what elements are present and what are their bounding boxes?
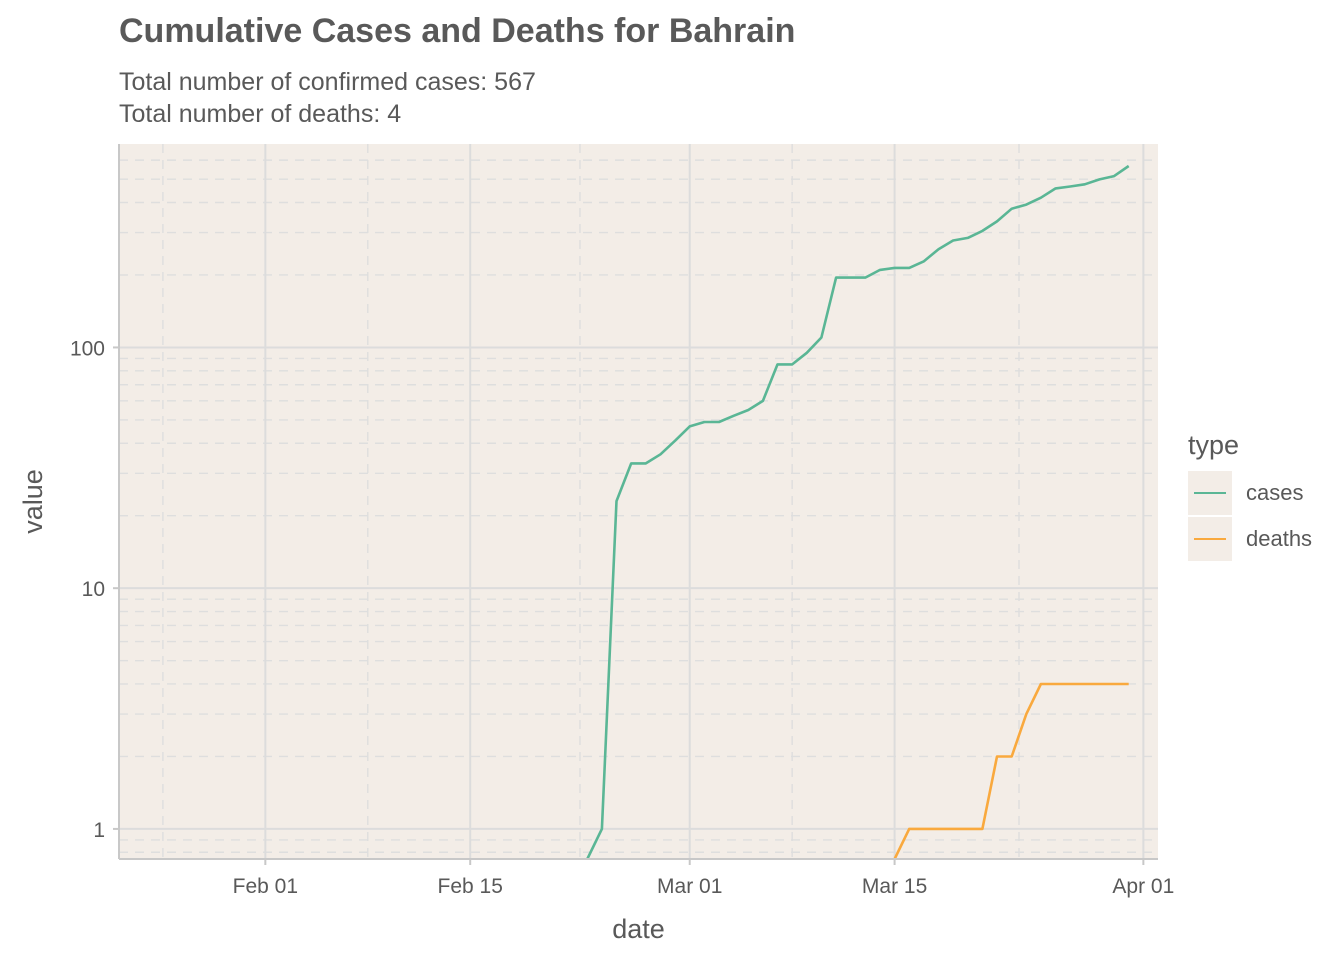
legend-key-cases: [1188, 471, 1232, 515]
y-tick-label: 1: [93, 819, 105, 842]
chart-title: Cumulative Cases and Deaths for Bahrain: [119, 12, 796, 50]
y-tick-label: 100: [70, 337, 105, 360]
x-tick-label: Mar 15: [862, 875, 927, 898]
legend-item-deaths: deaths: [1188, 516, 1312, 562]
series-layer: [586, 164, 1130, 860]
x-axis-title: date: [612, 914, 665, 944]
series-line-cases: [586, 164, 1130, 860]
axes: [113, 144, 1158, 865]
legend-line-cases: [1194, 492, 1226, 494]
x-tick-label: Apr 01: [1112, 875, 1174, 898]
legend-line-deaths: [1194, 538, 1226, 540]
chart-subtitle-deaths: Total number of deaths: 4: [119, 100, 402, 128]
minor-grid: [119, 144, 1158, 859]
legend: type cases deaths: [1188, 430, 1312, 562]
series-line-deaths: [893, 682, 1129, 860]
chart-subtitle-cases: Total number of confirmed cases: 567: [119, 68, 536, 96]
major-grid: [119, 144, 1158, 859]
legend-label-cases: cases: [1246, 480, 1304, 505]
y-tick-label: 10: [82, 578, 105, 601]
tick-labels: Feb 01 Feb 15 Mar 01 Mar 15 Apr 01 1 10 100: [70, 337, 1174, 898]
x-tick-label: Mar 01: [657, 875, 722, 898]
legend-label-deaths: deaths: [1246, 526, 1313, 551]
legend-item-cases: cases: [1188, 470, 1312, 516]
x-tick-label: Feb 01: [233, 875, 298, 898]
plot-panel: [119, 144, 1158, 859]
legend-key-deaths: [1188, 517, 1232, 561]
x-tick-label: Feb 15: [438, 875, 503, 898]
legend-title: type: [1188, 430, 1240, 460]
y-axis-title: value: [18, 469, 48, 534]
